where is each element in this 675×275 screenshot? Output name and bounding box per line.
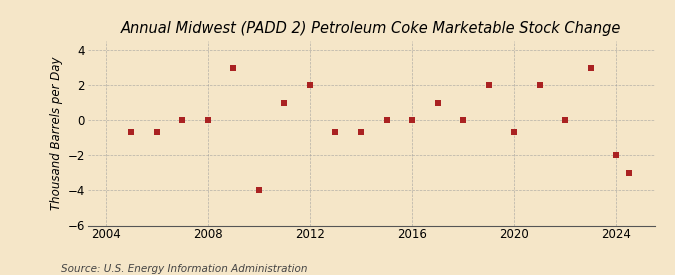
Point	[381, 118, 392, 122]
Point	[509, 130, 520, 135]
Text: Source: U.S. Energy Information Administration: Source: U.S. Energy Information Administ…	[61, 264, 307, 274]
Point	[356, 130, 367, 135]
Point	[611, 153, 622, 158]
Point	[624, 171, 634, 175]
Point	[177, 118, 188, 122]
Point	[228, 65, 239, 70]
Point	[458, 118, 468, 122]
Point	[407, 118, 418, 122]
Point	[432, 100, 443, 105]
Point	[151, 130, 162, 135]
Point	[330, 130, 341, 135]
Point	[254, 188, 265, 192]
Point	[535, 83, 545, 87]
Point	[560, 118, 571, 122]
Point	[304, 83, 315, 87]
Point	[585, 65, 596, 70]
Point	[126, 130, 136, 135]
Y-axis label: Thousand Barrels per Day: Thousand Barrels per Day	[51, 57, 63, 210]
Point	[279, 100, 290, 105]
Title: Annual Midwest (PADD 2) Petroleum Coke Marketable Stock Change: Annual Midwest (PADD 2) Petroleum Coke M…	[121, 21, 622, 36]
Point	[483, 83, 494, 87]
Point	[202, 118, 213, 122]
